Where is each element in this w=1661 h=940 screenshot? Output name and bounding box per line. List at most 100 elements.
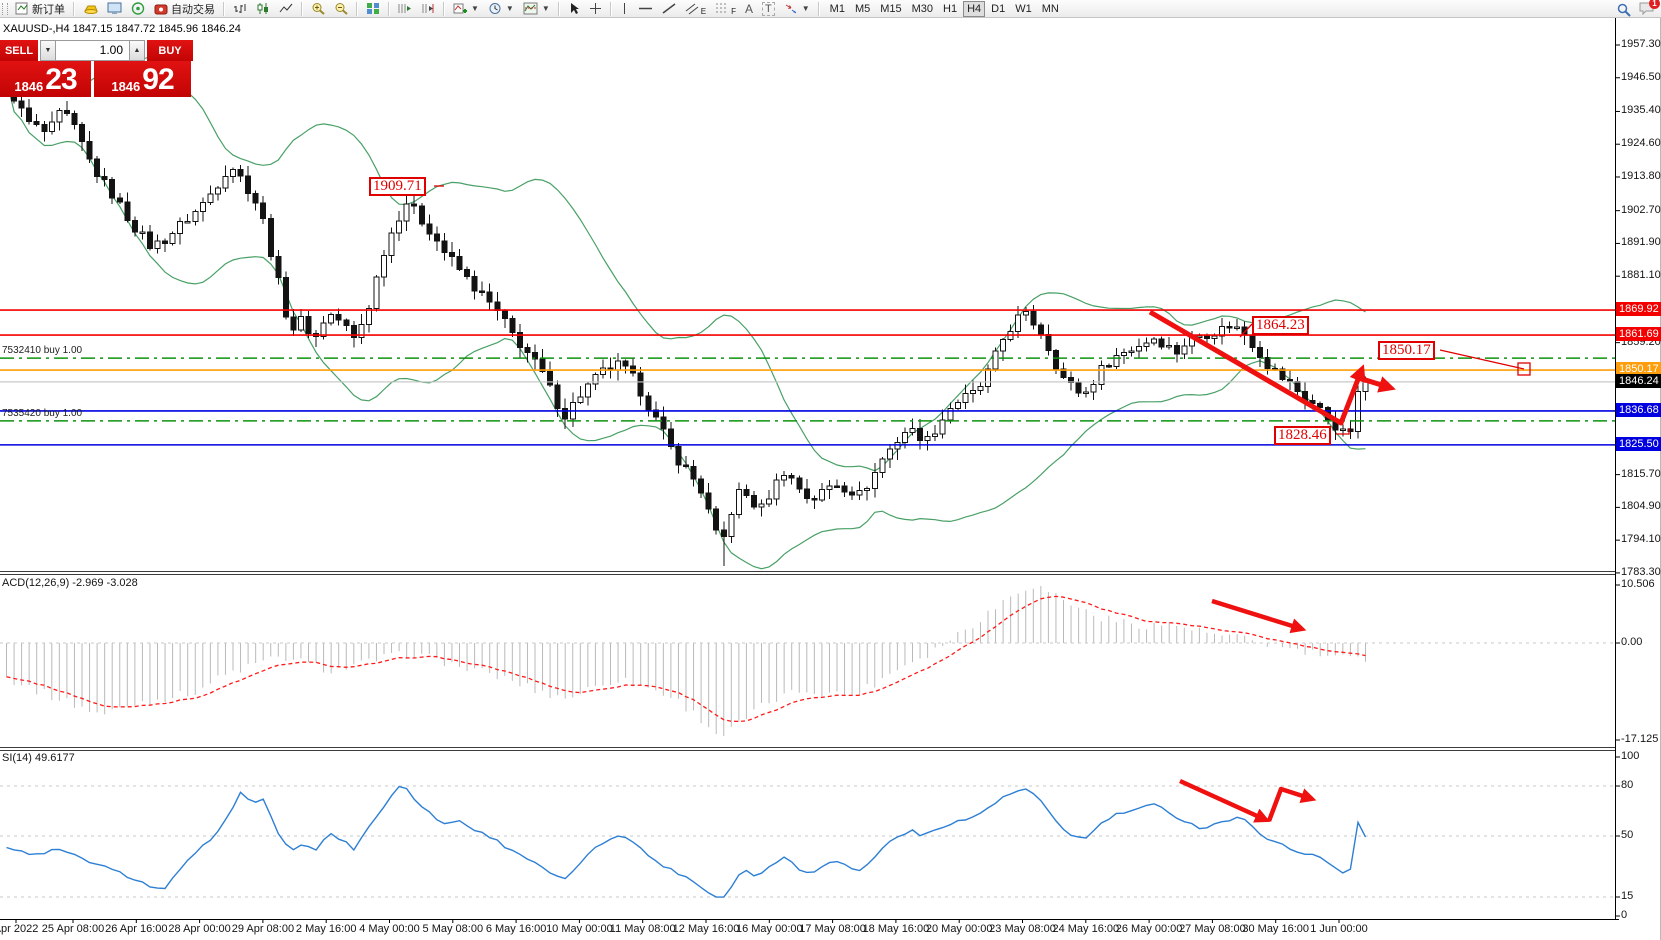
fibonacci-button[interactable]: F (711, 1, 740, 17)
price-axis-label: 1783.30 (1621, 565, 1661, 578)
cursor-button[interactable] (564, 1, 584, 17)
sell-button[interactable]: SELL (0, 40, 38, 61)
timeframe-m1[interactable]: M1 (826, 1, 849, 17)
periods-button[interactable]: ▼ (484, 1, 518, 17)
price-axis-label: 1794.10 (1621, 533, 1661, 546)
sell-price[interactable]: 1846 23 (0, 61, 91, 97)
annotation-box-1850.17[interactable]: 1850.17 (1378, 341, 1435, 360)
price-axis-label: 1804.90 (1621, 500, 1661, 513)
text-label-button[interactable]: T (758, 1, 779, 17)
trendline-button[interactable] (658, 1, 680, 17)
toolbar-separator (443, 1, 445, 16)
date-axis-label: 20 May 00:00 (925, 923, 993, 935)
annotation-box-1828.46[interactable]: 1828.46 (1274, 426, 1331, 445)
axis-layer (0, 18, 1620, 923)
price-axis-label: 1881.10 (1621, 269, 1661, 282)
indicators-button[interactable]: ▼ (449, 1, 483, 17)
templates-button[interactable]: ▼ (519, 1, 554, 17)
date-axis-label: 16 May 00:00 (735, 923, 803, 935)
timeframe-h4[interactable]: H4 (963, 0, 986, 17)
horizontal-line-icon (638, 7, 652, 10)
price-tag-1836.68: 1836.68 (1616, 402, 1661, 417)
bar-chart-button[interactable] (229, 1, 251, 17)
toolbar-grip[interactable] (2, 2, 8, 15)
date-axis-label: Apr 2022 (0, 923, 39, 935)
trend-arrow[interactable] (1179, 778, 1271, 823)
main-pane (0, 56, 1615, 570)
arrows-tool-icon (785, 4, 797, 14)
date-axis-label: 12 May 16:00 (672, 923, 740, 935)
timeframe-mn[interactable]: MN (1038, 1, 1063, 17)
price-axis-label: 1946.50 (1621, 70, 1661, 83)
notifications-button[interactable]: 1 (1639, 0, 1660, 18)
trend-arrow[interactable] (1355, 374, 1396, 393)
price-axis-label: 1913.80 (1621, 169, 1661, 182)
timeframe-h1[interactable]: H1 (939, 1, 961, 17)
toolbar-separator (223, 1, 225, 16)
rsi-axis-label: 50 (1621, 829, 1634, 841)
zoom-out-icon (335, 3, 348, 15)
market-watch-button[interactable] (79, 1, 102, 17)
new-order-button[interactable]: 新订单 (11, 1, 69, 17)
timeframe-m15[interactable]: M15 (876, 1, 905, 17)
date-axis-label: 4 May 00:00 (359, 923, 420, 935)
date-axis-label: 18 May 16:00 (862, 923, 930, 935)
zoom-in-button[interactable] (307, 1, 329, 17)
date-axis-label: 27 May 08:00 (1179, 923, 1246, 935)
search-icon[interactable] (1617, 3, 1631, 17)
date-axis-label: 24 May 16:00 (1052, 923, 1120, 935)
hline-button[interactable] (634, 1, 657, 17)
timeframe-w1[interactable]: W1 (1011, 1, 1036, 17)
chart-title: XAUUSD-,H4 1847.15 1847.72 1845.96 1846.… (3, 23, 241, 35)
chart-shift-button[interactable] (417, 1, 439, 17)
macd-label: ACD(12,26,9) -2.969 -3.028 (2, 577, 138, 589)
pane-separator[interactable] (0, 571, 1615, 575)
rsi-axis-label: 80 (1621, 779, 1634, 791)
channel-button[interactable]: E (681, 1, 710, 17)
arrows-button[interactable]: ▼ (780, 1, 814, 17)
timeframe-m30[interactable]: M30 (908, 1, 937, 17)
buy-button[interactable]: BUY (147, 40, 193, 61)
macd-axis-label: -17.125 (1621, 733, 1659, 745)
tile-windows-button[interactable] (362, 1, 384, 17)
crosshair-icon (589, 3, 601, 14)
data-window-button[interactable] (103, 1, 126, 17)
trend-arrow[interactable] (1148, 309, 1366, 426)
vline-button[interactable] (616, 1, 633, 17)
text-label-icon: T (762, 1, 775, 16)
macd-signal-line (6, 595, 1366, 723)
trend-arrow[interactable] (1266, 786, 1317, 822)
date-axis-label: 11 May 08:00 (609, 923, 676, 935)
timeframe-m5[interactable]: M5 (851, 1, 874, 17)
toolbar-separator (388, 1, 390, 16)
crosshair-button[interactable] (585, 1, 606, 17)
toolbar-separator (73, 1, 75, 16)
bar-chart-icon (234, 4, 246, 13)
sound-button[interactable] (127, 1, 149, 17)
text-button[interactable]: A (741, 1, 757, 17)
autoscroll-button[interactable] (394, 1, 416, 17)
volume-up-button[interactable]: ▲ (129, 40, 145, 61)
trend-arrow[interactable] (1211, 598, 1307, 634)
price-axis-label: 1957.30 (1621, 38, 1661, 50)
buy-price[interactable]: 1846 92 (94, 61, 191, 97)
text-tool-icon: A (745, 1, 754, 16)
date-axis-label: 1 Jun 00:00 (1310, 923, 1368, 935)
autotrade-button[interactable]: 自动交易 (150, 1, 219, 17)
annotation-box-1909.71[interactable]: 1909.71 (369, 177, 426, 196)
macd-axis-label: 10.506 (1621, 578, 1655, 590)
buy-price-pips: 92 (142, 63, 174, 96)
candle-chart-button[interactable] (252, 1, 274, 17)
pane-separator[interactable] (0, 747, 1615, 751)
volume-input[interactable]: 1.00 (56, 40, 129, 61)
zoom-out-button[interactable] (330, 1, 352, 17)
annotation-box-1864.23[interactable]: 1864.23 (1252, 316, 1309, 335)
clock-icon (489, 3, 501, 14)
line-chart-button[interactable] (275, 1, 297, 17)
timeframe-d1[interactable]: D1 (987, 1, 1009, 17)
rsi-label: SI(14) 49.6177 (2, 752, 75, 764)
annotation-anchor[interactable] (1517, 362, 1531, 376)
volume-down-button[interactable]: ▼ (40, 40, 56, 61)
